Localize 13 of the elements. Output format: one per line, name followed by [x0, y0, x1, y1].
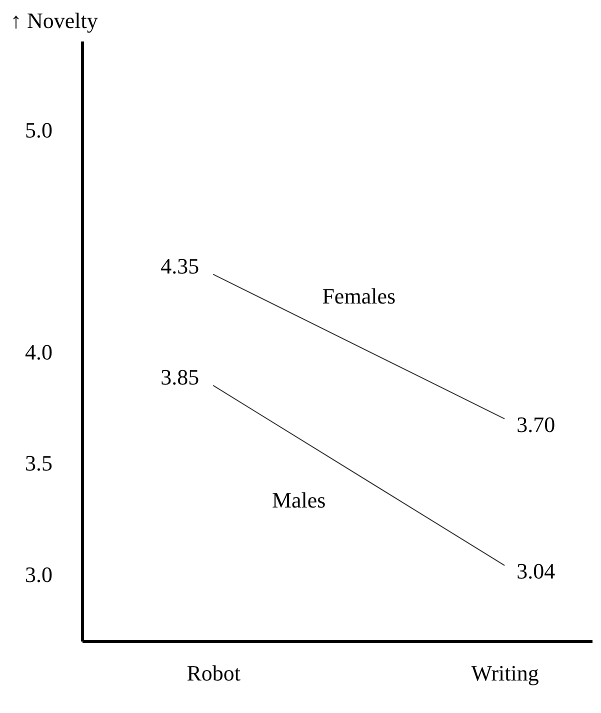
x-tick-label: Robot	[186, 660, 241, 686]
y-tick-label: 3.5	[25, 450, 52, 476]
data-label: 3.85	[160, 364, 200, 390]
data-label: 3.70	[516, 412, 556, 437]
data-label: 4.35	[160, 253, 200, 278]
y-tick-label: 4.0	[25, 340, 52, 365]
y-axis-title: ↑ Novelty	[10, 8, 98, 33]
series-label: Females	[322, 284, 396, 309]
data-label: 3.04	[516, 558, 556, 584]
series-label: Males	[272, 487, 326, 512]
x-tick-label: Writing	[471, 660, 539, 686]
y-tick-label: 5.0	[25, 117, 52, 142]
y-tick-label: 3.0	[25, 562, 52, 587]
